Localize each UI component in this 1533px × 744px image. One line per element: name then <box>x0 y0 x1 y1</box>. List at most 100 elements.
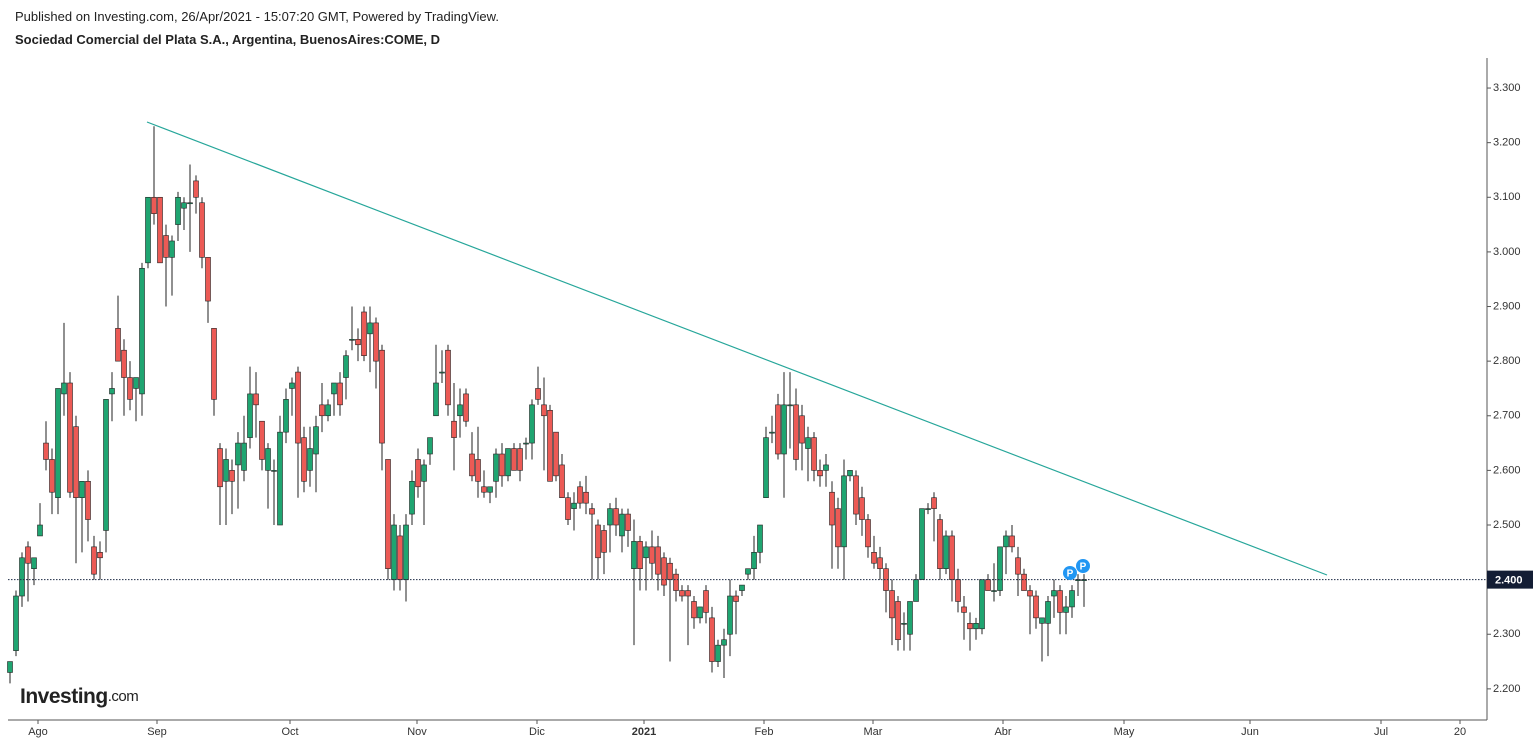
candle-body <box>73 426 79 498</box>
candle-body <box>775 404 781 455</box>
candle-body <box>601 530 607 553</box>
y-tick-label: 2.700 <box>1493 410 1521 422</box>
last-price-box <box>1487 570 1533 589</box>
candle-body <box>151 196 157 214</box>
candle-body <box>673 573 679 591</box>
candle-body <box>145 196 151 264</box>
candle-body <box>721 639 727 646</box>
candle-body <box>733 595 739 602</box>
candle-body <box>49 459 55 493</box>
candle-body <box>193 180 199 198</box>
candle-body <box>241 442 247 471</box>
candle-body <box>997 546 1003 591</box>
candle-body <box>1045 601 1051 624</box>
candle-body <box>871 552 877 564</box>
candle-body <box>397 535 403 580</box>
candle-body <box>439 371 445 374</box>
candle-body <box>697 606 703 619</box>
candle-body <box>1069 590 1075 608</box>
candle-body <box>907 601 913 635</box>
candle-body <box>553 431 559 477</box>
x-tick-label: 2021 <box>632 726 656 738</box>
candle-body <box>223 459 229 482</box>
candle-body <box>385 459 391 570</box>
candle-body <box>781 404 787 455</box>
candle-body <box>121 349 127 378</box>
candle-body <box>205 257 211 302</box>
candle-body <box>583 491 589 504</box>
y-tick-label: 2.600 <box>1493 464 1521 476</box>
candle-body <box>613 508 619 526</box>
candle-body <box>565 497 571 520</box>
candle-body <box>211 328 217 400</box>
candle-body <box>943 535 949 570</box>
candle-body <box>547 410 553 482</box>
x-tick-label: Jun <box>1241 726 1259 738</box>
candle-body <box>973 623 979 630</box>
candle-body <box>1057 590 1063 613</box>
candle-body <box>787 404 793 407</box>
candle-body <box>589 508 595 515</box>
candle-body <box>955 579 961 602</box>
candle-body <box>337 382 343 406</box>
candle-body <box>1021 573 1027 591</box>
candle-body <box>391 524 397 580</box>
y-tick-label: 3.200 <box>1493 137 1521 149</box>
candle-body <box>517 448 523 471</box>
candle-body <box>655 546 661 575</box>
candle-body <box>853 475 859 515</box>
candle-body <box>187 202 193 205</box>
y-tick-label: 2.900 <box>1493 300 1521 312</box>
candle-body <box>535 388 541 400</box>
candles <box>7 126 1087 684</box>
x-tick-label: Nov <box>407 726 427 738</box>
candle-body <box>19 557 25 597</box>
candle-body <box>313 426 319 455</box>
candle-body <box>511 448 517 471</box>
candle-body <box>625 513 631 531</box>
candle-body <box>85 481 91 520</box>
candle-body <box>133 377 139 389</box>
candle-body <box>421 464 427 482</box>
candle-body <box>349 338 355 341</box>
x-tick-label: May <box>1114 726 1135 738</box>
x-tick-label: Abr <box>994 726 1011 738</box>
candle-body <box>469 453 475 477</box>
candle-body <box>1063 606 1069 613</box>
marker <box>1076 559 1090 573</box>
candle-body <box>763 437 769 498</box>
candle-body <box>373 322 379 362</box>
candle-body <box>487 486 493 493</box>
y-tick-label: 3.300 <box>1493 82 1521 94</box>
candle-body <box>97 552 103 559</box>
candle-body <box>919 508 925 580</box>
candle-body <box>679 590 685 597</box>
candle-body <box>841 475 847 548</box>
x-tick-label: Ago <box>28 726 48 738</box>
candle-body <box>463 393 469 422</box>
candle-body <box>499 453 505 477</box>
candle-body <box>217 448 223 488</box>
candle-body <box>817 470 823 477</box>
y-tick-label: 3.100 <box>1493 191 1521 203</box>
candle-body <box>703 590 709 613</box>
candle-body <box>637 541 643 570</box>
candle-body <box>859 497 865 520</box>
candle-body <box>367 322 373 335</box>
candle-body <box>283 399 289 433</box>
x-tick-label: Oct <box>281 726 298 738</box>
candle-body <box>979 579 985 630</box>
candle-body <box>643 546 649 559</box>
candle-body <box>157 196 163 264</box>
candle-body <box>457 404 463 417</box>
candle-body <box>967 623 973 630</box>
candle-body <box>61 382 67 395</box>
candle-body <box>493 453 499 482</box>
candle-body <box>661 557 667 586</box>
candle-body <box>403 524 409 580</box>
candle-body <box>445 349 451 406</box>
candle-body <box>877 557 883 570</box>
candle-body <box>343 355 349 378</box>
candle-body <box>451 420 457 438</box>
